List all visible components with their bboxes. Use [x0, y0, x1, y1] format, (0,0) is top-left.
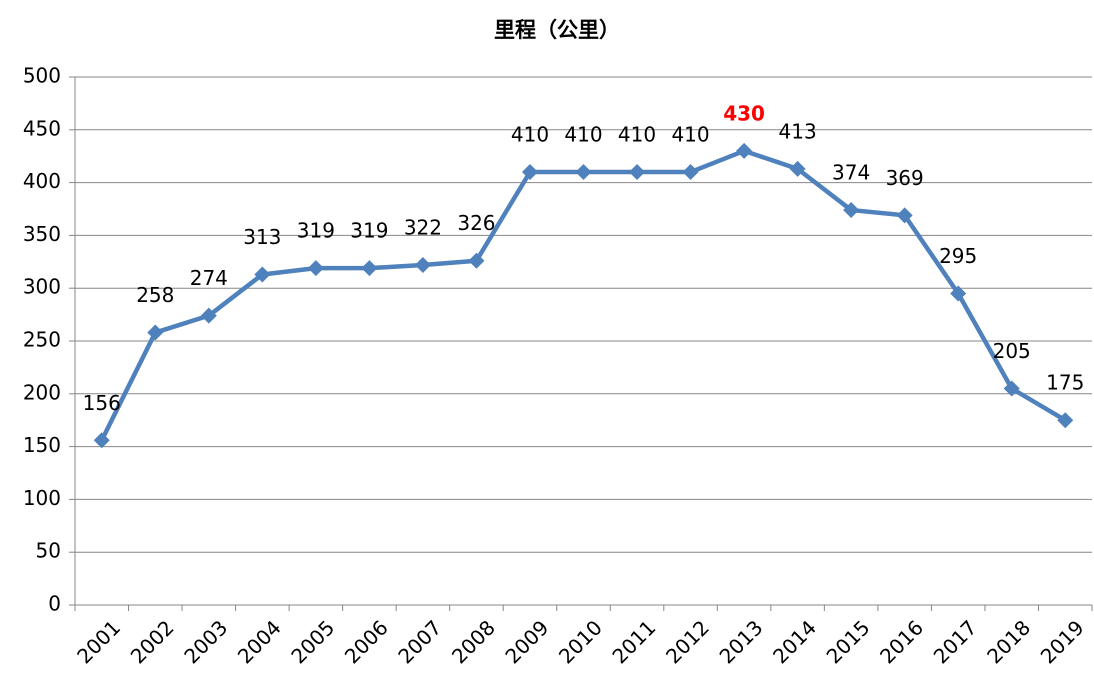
- marker: [629, 164, 646, 181]
- x-tick-label: 2007: [393, 615, 446, 668]
- x-tick-label: 2015: [822, 615, 875, 668]
- data-label: 322: [404, 215, 442, 239]
- y-tick-label: 400: [23, 169, 61, 193]
- marker: [789, 160, 806, 177]
- marker: [843, 202, 860, 219]
- x-tick-label: 2002: [126, 615, 179, 668]
- marker: [414, 256, 431, 273]
- data-label: 410: [671, 123, 709, 147]
- y-tick-label: 150: [23, 433, 61, 457]
- marker: [1003, 380, 1020, 397]
- data-label: 319: [297, 219, 335, 243]
- data-label: 258: [136, 283, 174, 307]
- y-tick-label: 250: [23, 328, 61, 352]
- x-tick-label: 2010: [554, 615, 607, 668]
- data-label: 410: [564, 123, 602, 147]
- y-tick-label: 300: [23, 275, 61, 299]
- data-label: 205: [993, 339, 1031, 363]
- x-tick-label: 2006: [340, 615, 393, 668]
- marker: [93, 432, 110, 449]
- marker: [521, 164, 538, 181]
- y-tick-label: 50: [36, 539, 61, 563]
- data-label: 369: [886, 166, 924, 190]
- marker: [254, 266, 271, 283]
- data-label: 413: [779, 119, 817, 143]
- marker: [682, 164, 699, 181]
- data-label: 295: [939, 244, 977, 268]
- y-tick-label: 200: [23, 380, 61, 404]
- x-tick-label: 2017: [929, 615, 982, 668]
- x-tick-label: 2012: [661, 615, 714, 668]
- data-label: 374: [832, 161, 870, 185]
- marker: [575, 164, 592, 181]
- data-label: 410: [511, 123, 549, 147]
- line: [99, 148, 1067, 442]
- marker: [896, 207, 913, 224]
- marker: [468, 252, 485, 269]
- marker: [361, 260, 378, 277]
- data-label: 313: [243, 225, 281, 249]
- x-tick-label: 2013: [715, 615, 768, 668]
- x-tick-label: 2018: [982, 615, 1035, 668]
- x-tick-label: 2005: [286, 615, 339, 668]
- marker: [950, 285, 967, 302]
- x-tick-label: 2008: [447, 615, 500, 668]
- x-tick-label: 2001: [72, 615, 125, 668]
- data-label: 430: [723, 101, 765, 125]
- data-label: 319: [350, 219, 388, 243]
- marker: [307, 260, 324, 277]
- y-tick-label: 350: [23, 222, 61, 246]
- x-tick-label: 2014: [768, 615, 821, 668]
- x-tick-label: 2016: [875, 615, 928, 668]
- marker: [200, 307, 217, 324]
- marker: [1057, 412, 1074, 429]
- x-tick-label: 2019: [1036, 615, 1089, 668]
- x-tick-label: 2004: [233, 615, 286, 668]
- marker: [147, 324, 164, 341]
- data-label: 175: [1046, 371, 1084, 395]
- data-label: 274: [190, 266, 228, 290]
- y-tick-label: 0: [48, 592, 61, 616]
- chart-title: 里程（公里）: [494, 18, 620, 42]
- y-tick-label: 100: [23, 486, 61, 510]
- data-label: 326: [457, 211, 495, 235]
- data-label: 156: [83, 391, 121, 415]
- x-tick-label: 2011: [607, 615, 660, 668]
- marker: [736, 142, 753, 159]
- x-tick-label: 2009: [500, 615, 553, 668]
- data-label: 410: [618, 123, 656, 147]
- y-tick-label: 450: [23, 116, 61, 140]
- x-tick-label: 2003: [179, 615, 232, 668]
- y-tick-label: 500: [23, 64, 61, 88]
